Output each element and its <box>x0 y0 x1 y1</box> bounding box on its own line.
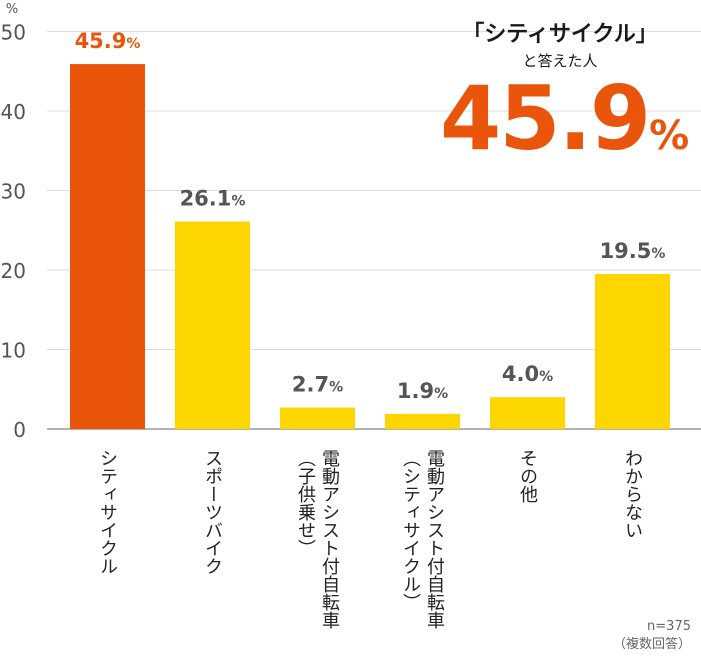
y-tick-label: 20 <box>1 259 26 283</box>
bar <box>595 273 670 429</box>
callout-value: 45.9% <box>440 74 689 189</box>
bar <box>70 64 145 429</box>
callout-value-unit: % <box>649 113 690 159</box>
bar <box>490 397 565 429</box>
y-tick-label: 30 <box>1 180 26 204</box>
category-label: （シティサイクル） <box>400 449 421 611</box>
value-label: 26.1% <box>180 187 246 211</box>
category-label: 電動アシスト付自転車 <box>424 449 445 629</box>
bar <box>175 221 250 429</box>
sample-note: n=375 （複数回答） <box>613 618 691 654</box>
sample-size: n=375 <box>647 619 691 634</box>
callout-subtitle: と答えた人 <box>522 52 598 70</box>
y-tick-label: 10 <box>1 339 26 363</box>
y-tick-label: 50 <box>1 21 26 45</box>
y-tick-label: 0 <box>13 418 26 442</box>
y-tick-label: 40 <box>1 100 26 124</box>
value-label: 1.9% <box>397 379 448 403</box>
category-label: その他 <box>517 449 538 503</box>
category-label: シティサイクル <box>97 449 118 575</box>
bar <box>280 407 355 429</box>
category-label: わからない <box>622 449 643 539</box>
category-label: スポーツバイク <box>202 449 223 575</box>
answer-method: （複数回答） <box>612 637 691 652</box>
callout-value-number: 45.9 <box>440 67 651 170</box>
highlight-callout: 「シティサイクル」 と答えた人 45.9% <box>440 20 689 189</box>
value-label: 4.0% <box>502 362 553 386</box>
category-label: （子供乗せ） <box>295 449 316 557</box>
value-label: 19.5% <box>600 239 666 263</box>
callout-title: 「シティサイクル」 <box>462 22 658 47</box>
category-label: 電動アシスト付自転車 <box>319 449 340 629</box>
value-label: 2.7% <box>292 373 343 397</box>
y-axis-unit: % <box>6 2 18 17</box>
bar <box>385 413 460 429</box>
value-label: 45.9% <box>75 29 141 53</box>
